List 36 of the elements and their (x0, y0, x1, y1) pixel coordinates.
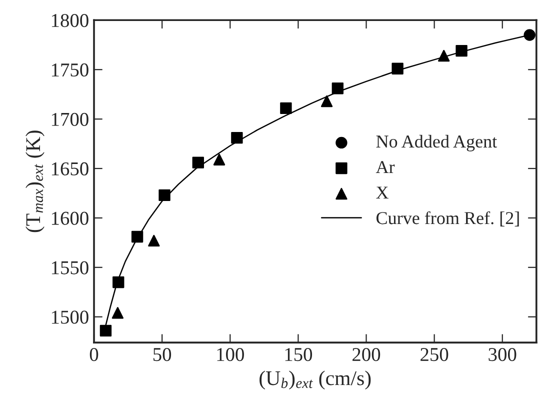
legend-label: No Added Agent (376, 134, 498, 152)
x-tick-label: 50 (153, 348, 172, 362)
y-tick-label: 1500 (52, 310, 88, 324)
point (320, 95, 333, 108)
legend-label: Curve from Ref. [2] (376, 211, 519, 226)
point (148, 234, 160, 247)
x-tick-label: 300 (488, 348, 516, 362)
x-tick-label: 200 (352, 348, 380, 362)
x-tick-label: 250 (420, 348, 448, 362)
y-tick-label: 1750 (52, 63, 88, 77)
legend-label: X (376, 186, 388, 199)
point (100, 324, 112, 337)
y-tick-label: 1700 (52, 112, 88, 126)
point (231, 132, 243, 144)
point (438, 50, 450, 62)
point (131, 230, 144, 243)
point (192, 156, 204, 168)
point (112, 276, 124, 288)
point (213, 154, 226, 166)
x-axis-title: (U$_{b}$)$_{ext}$ (cm/s) (260, 370, 371, 390)
y-axis-title: (T$_{max}$)$_{ext}$ (K) (26, 130, 44, 232)
point (280, 102, 292, 114)
point (392, 62, 404, 74)
point (524, 29, 536, 41)
point (158, 189, 170, 202)
x-tick-label: 100 (217, 348, 244, 362)
x-tick-label: 0 (90, 348, 98, 362)
legend-label: Ar (376, 161, 395, 174)
point (456, 44, 468, 57)
y-tick-label: 1600 (52, 212, 88, 225)
point (332, 82, 344, 94)
y-tick-label: 1650 (52, 162, 88, 176)
point (112, 307, 124, 319)
x-tick-label: 150 (285, 348, 312, 362)
y-tick-label: 1800 (52, 14, 88, 28)
y-tick-label: 1550 (52, 261, 88, 274)
